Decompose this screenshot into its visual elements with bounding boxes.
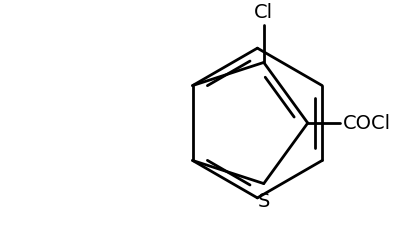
Text: S: S [258, 192, 270, 211]
Text: COCl: COCl [343, 114, 391, 132]
Text: Cl: Cl [254, 3, 273, 22]
